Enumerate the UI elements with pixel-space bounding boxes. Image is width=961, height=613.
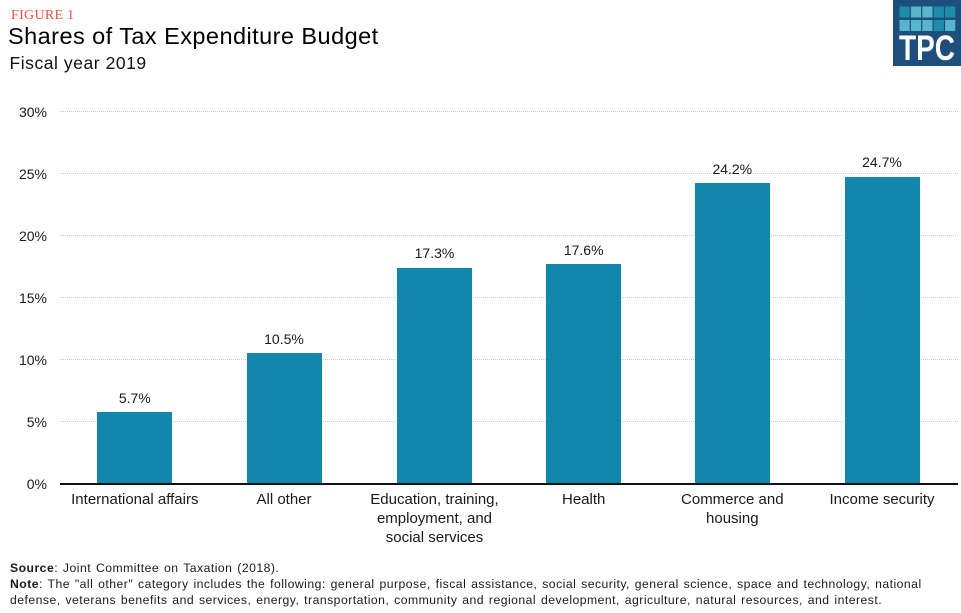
svg-text:TPC: TPC: [899, 29, 955, 66]
